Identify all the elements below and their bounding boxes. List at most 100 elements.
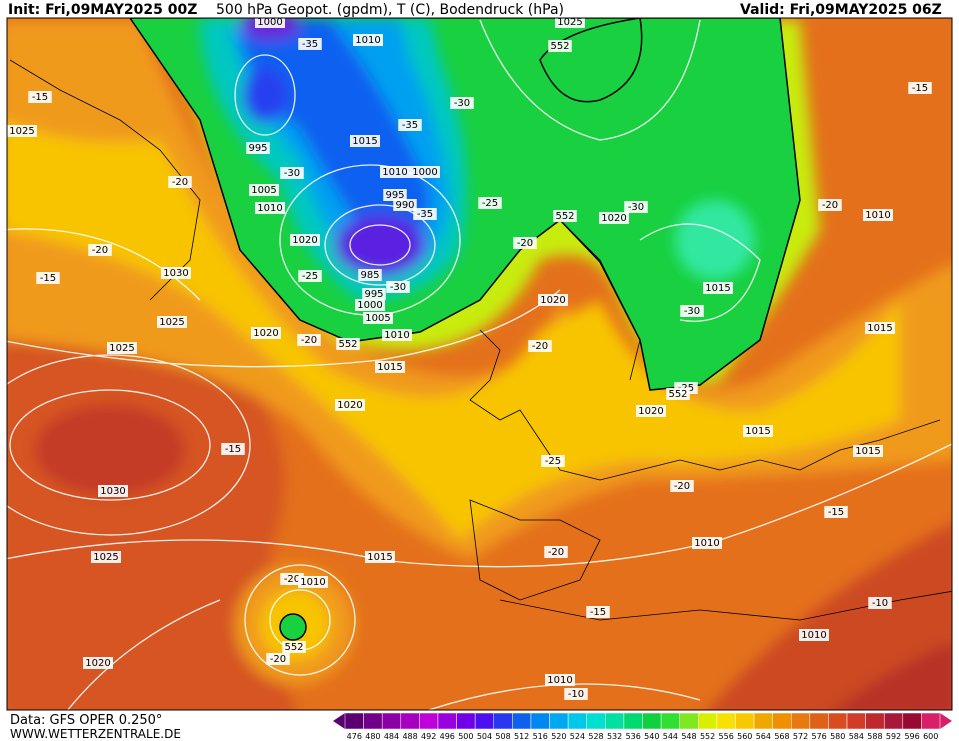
- colorbar-label: 484: [384, 732, 399, 741]
- init-time: Init: Fri,09MAY2025 00Z: [8, 2, 197, 18]
- map-title: 500 hPa Geopot. (gpdm), T (C), Bodendruc…: [216, 2, 564, 18]
- map-label: -20: [517, 238, 533, 249]
- colorbar-swatch: [493, 712, 513, 730]
- label-box: [799, 629, 829, 641]
- colorbar-label: 548: [681, 732, 696, 741]
- map-label: 1010: [865, 210, 890, 221]
- label-box: [670, 480, 694, 492]
- label-box: [290, 234, 320, 246]
- map-label: 985: [360, 270, 379, 281]
- colorbar: 476 480 484 488 492 496 500 504 508 512 516 520 524 5…: [333, 712, 952, 741]
- map-label: 1015: [705, 283, 730, 294]
- label-box: [88, 244, 112, 256]
- label-box: [380, 166, 410, 178]
- colorbar-swatch: [883, 712, 904, 730]
- colorbar-swatch: [530, 712, 550, 730]
- map-label: 1020: [601, 213, 626, 224]
- colorbar-swatch: [642, 712, 662, 730]
- label-box: [350, 135, 380, 147]
- label-box: [375, 361, 405, 373]
- map-label: -20: [822, 200, 838, 211]
- colorbar-swatch: [772, 712, 792, 730]
- label-box: [365, 551, 395, 563]
- colorbar-swatch: [865, 712, 885, 730]
- colorbar-swatch: [698, 712, 718, 730]
- label-box: [107, 342, 137, 354]
- colorbar-swatch: [846, 712, 866, 730]
- colorbar-label: 572: [793, 732, 808, 741]
- map-label: -20: [548, 547, 564, 558]
- map-label: 1000: [412, 167, 437, 178]
- label-box: [548, 40, 572, 52]
- colorbar-swatch: [735, 712, 755, 730]
- colorbar-label: 480: [365, 732, 380, 741]
- label-box: [91, 551, 121, 563]
- map-label: 1005: [365, 313, 390, 324]
- colorbar-label: 544: [663, 732, 678, 741]
- colorbar-swatch: [679, 712, 699, 730]
- label-box: [298, 576, 328, 588]
- label-box: [255, 18, 285, 28]
- label-box: [865, 322, 895, 334]
- label-box: [28, 91, 52, 103]
- colorbar-label: 556: [719, 732, 734, 741]
- map-label: 1025: [9, 126, 34, 137]
- label-box: [362, 288, 386, 300]
- map-label: -20: [674, 481, 690, 492]
- colorbar-label: 592: [886, 732, 901, 741]
- map-label: 1010: [547, 675, 572, 686]
- colorbar-swatch: [400, 712, 420, 730]
- map-label: 1015: [377, 362, 402, 373]
- map-label: 1015: [352, 136, 377, 147]
- map-label: -30: [284, 168, 300, 179]
- map-label: 1010: [300, 577, 325, 588]
- colorbar-label: 492: [421, 732, 436, 741]
- map-label: -25: [545, 456, 561, 467]
- colorbar-swatch: [512, 712, 532, 730]
- colorbar-swatch: [381, 712, 402, 730]
- map-label: -20: [172, 177, 188, 188]
- label-box: [282, 641, 306, 653]
- colorbar-label: 488: [402, 732, 417, 741]
- label-box: [363, 312, 393, 324]
- map-label: 995: [385, 190, 404, 201]
- label-box: [383, 189, 407, 201]
- colorbar-label: 508: [495, 732, 510, 741]
- map-label: 1025: [93, 552, 118, 563]
- label-box: [266, 653, 290, 665]
- label-box: [513, 237, 537, 249]
- colorbar-swatch: [716, 712, 736, 730]
- colorbar-swatch: [419, 712, 439, 730]
- label-box: [743, 425, 773, 437]
- map-label: 1015: [745, 426, 770, 437]
- colorbar-label: 580: [830, 732, 845, 741]
- label-box: [703, 282, 733, 294]
- map-label: -30: [684, 306, 700, 317]
- label-box: [528, 340, 552, 352]
- colorbar-label: 596: [904, 732, 919, 741]
- label-box: [280, 167, 304, 179]
- map-label: -35: [302, 39, 318, 50]
- map-label: 1010: [694, 538, 719, 549]
- label-box: [298, 38, 322, 50]
- colorbar-label: 532: [607, 732, 622, 741]
- data-source: Data: GFS OPER 0.250°: [10, 713, 162, 728]
- map-label: 1010: [384, 330, 409, 341]
- colorbar-label: 504: [477, 732, 492, 741]
- map-label: 1000: [257, 17, 282, 28]
- colorbar-swatch: [474, 712, 494, 730]
- colorbar-label: 560: [737, 732, 752, 741]
- colorbar-arrow-left: [333, 713, 345, 729]
- map-label: 1020: [638, 406, 663, 417]
- map-label: -15: [225, 444, 241, 455]
- map-label: -15: [590, 607, 606, 618]
- label-box: [824, 506, 848, 518]
- label-box: [538, 294, 568, 306]
- label-box: [636, 405, 666, 417]
- label-box: [666, 388, 690, 400]
- map-label: 1025: [109, 343, 134, 354]
- label-box: [358, 269, 382, 281]
- colorbar-label: 540: [644, 732, 659, 741]
- colorbar-label: 516: [533, 732, 548, 741]
